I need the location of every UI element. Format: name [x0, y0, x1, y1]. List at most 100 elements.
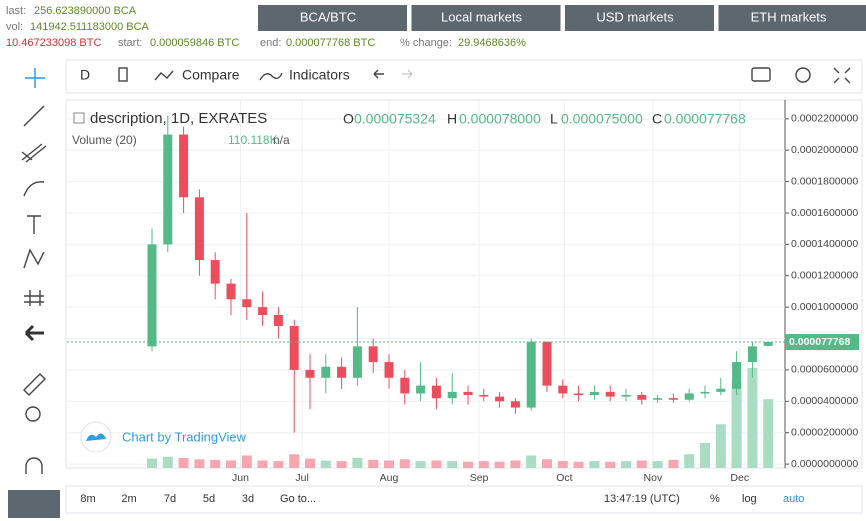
volume-value: 110.118K [228, 133, 278, 147]
candle-body [163, 134, 173, 245]
volume-bar [194, 459, 205, 468]
collapse-icon[interactable] [73, 112, 85, 124]
volume-bar [431, 460, 442, 468]
y-tick-label: 0.0000000000 [791, 458, 858, 470]
volume-bar [557, 461, 568, 468]
y-tick-label: 0.0000400000 [791, 395, 858, 407]
candle-body [621, 395, 631, 397]
candle-body [463, 391, 473, 396]
volume-bar [273, 461, 284, 468]
volume-bar [652, 461, 663, 468]
indicators-button[interactable]: Indicators [289, 67, 350, 83]
compare-button[interactable]: Compare [182, 67, 240, 83]
watermark[interactable]: Chart by TradingView [122, 429, 247, 444]
undo-icon[interactable] [373, 69, 384, 79]
percent-button[interactable]: % [710, 493, 720, 505]
candle-body [179, 134, 189, 198]
candle-body [700, 391, 710, 394]
nav-label: Local markets [441, 9, 522, 24]
candle-body [242, 299, 252, 308]
stat: 29.9468636% [458, 37, 526, 49]
candle-body [716, 388, 726, 392]
auto-button[interactable]: auto [783, 493, 804, 505]
volume-bar [447, 461, 458, 468]
label: last: [6, 5, 26, 17]
range-button[interactable]: 7d [164, 493, 176, 505]
x-tick-label: Jun [232, 472, 249, 484]
candle-body [368, 346, 378, 363]
range-button[interactable]: 8m [80, 493, 95, 505]
redo-icon [402, 69, 413, 79]
y-tick-label: 0.0001800000 [791, 175, 858, 187]
label: end: [260, 37, 281, 49]
x-tick-label: Jul [295, 472, 308, 484]
label: start: [118, 37, 142, 49]
crosshair-tool[interactable] [25, 68, 45, 88]
goto-button[interactable]: Go to... [280, 493, 316, 505]
indicators-icon[interactable] [259, 72, 283, 81]
volume-bar [352, 458, 363, 468]
lock-tool[interactable] [8, 490, 60, 518]
volume-bar [731, 380, 742, 468]
label: vol: [6, 21, 23, 33]
nav-label: BCA/BTC [300, 9, 356, 24]
candle-body [431, 385, 441, 399]
volume-bar [305, 458, 315, 468]
settings-icon[interactable] [795, 67, 811, 83]
fib-tool[interactable] [21, 143, 47, 163]
candle-body [384, 362, 394, 378]
magnet-tool[interactable] [25, 457, 43, 474]
range-button[interactable]: 2m [121, 493, 136, 505]
candle-body [747, 346, 757, 363]
fullscreen-icon[interactable] [833, 67, 851, 84]
volume-bar [526, 455, 537, 468]
volume-bar [542, 459, 552, 468]
volume-bar [241, 455, 252, 468]
compare-icon[interactable] [154, 70, 174, 81]
range-button[interactable]: 3d [242, 493, 254, 505]
candle-body [416, 385, 426, 394]
legend-value: 0.000077768 [664, 111, 746, 127]
range-button[interactable]: 5d [203, 493, 215, 505]
volume-bar [605, 461, 616, 468]
volume-bar [573, 461, 584, 468]
left-toolbar [8, 68, 60, 518]
label: % change: [400, 37, 452, 49]
volume-bar [684, 454, 695, 468]
text-tool[interactable] [27, 215, 41, 234]
zoom-tool[interactable] [25, 406, 41, 422]
volume-bar [289, 454, 300, 468]
stat: 10.467233098 BTC [6, 37, 101, 49]
volume-bar [478, 461, 489, 468]
nav-bar: BCA/BTC Local markets USD markets ETH marke… [258, 5, 866, 31]
screenshot-icon[interactable] [751, 67, 771, 82]
candle-body [732, 362, 742, 389]
nav-button[interactable] [411, 5, 561, 31]
nav-button[interactable] [718, 5, 866, 31]
nav-button[interactable] [565, 5, 714, 31]
candle-body [194, 197, 204, 261]
legend-key: L [550, 111, 558, 127]
candle-body [574, 393, 584, 396]
volume-legend: Volume (20) [72, 133, 137, 147]
back-tool[interactable] [24, 324, 44, 342]
nav-button[interactable] [258, 5, 407, 31]
candle-body [352, 346, 362, 378]
trend-tool[interactable] [23, 105, 45, 127]
nav-label: ETH markets [751, 9, 827, 24]
candle-body [289, 325, 299, 370]
plot: 0.0002200000 0.0002000000 0.0001800000 0.00… [67, 100, 859, 484]
brush-tool[interactable] [23, 181, 45, 197]
price-label-bg [785, 334, 859, 351]
volume-bar [494, 461, 505, 468]
volume-bar [715, 424, 726, 468]
interval-button[interactable]: D [80, 67, 90, 83]
log-button[interactable]: log [742, 493, 757, 505]
prediction-tool[interactable] [24, 290, 44, 306]
volume-bar [415, 461, 426, 468]
ruler-tool[interactable] [23, 373, 46, 396]
candle-body [258, 307, 268, 315]
volume-bar [463, 461, 473, 468]
candle-icon[interactable] [118, 67, 128, 82]
pattern-tool[interactable] [23, 248, 45, 269]
